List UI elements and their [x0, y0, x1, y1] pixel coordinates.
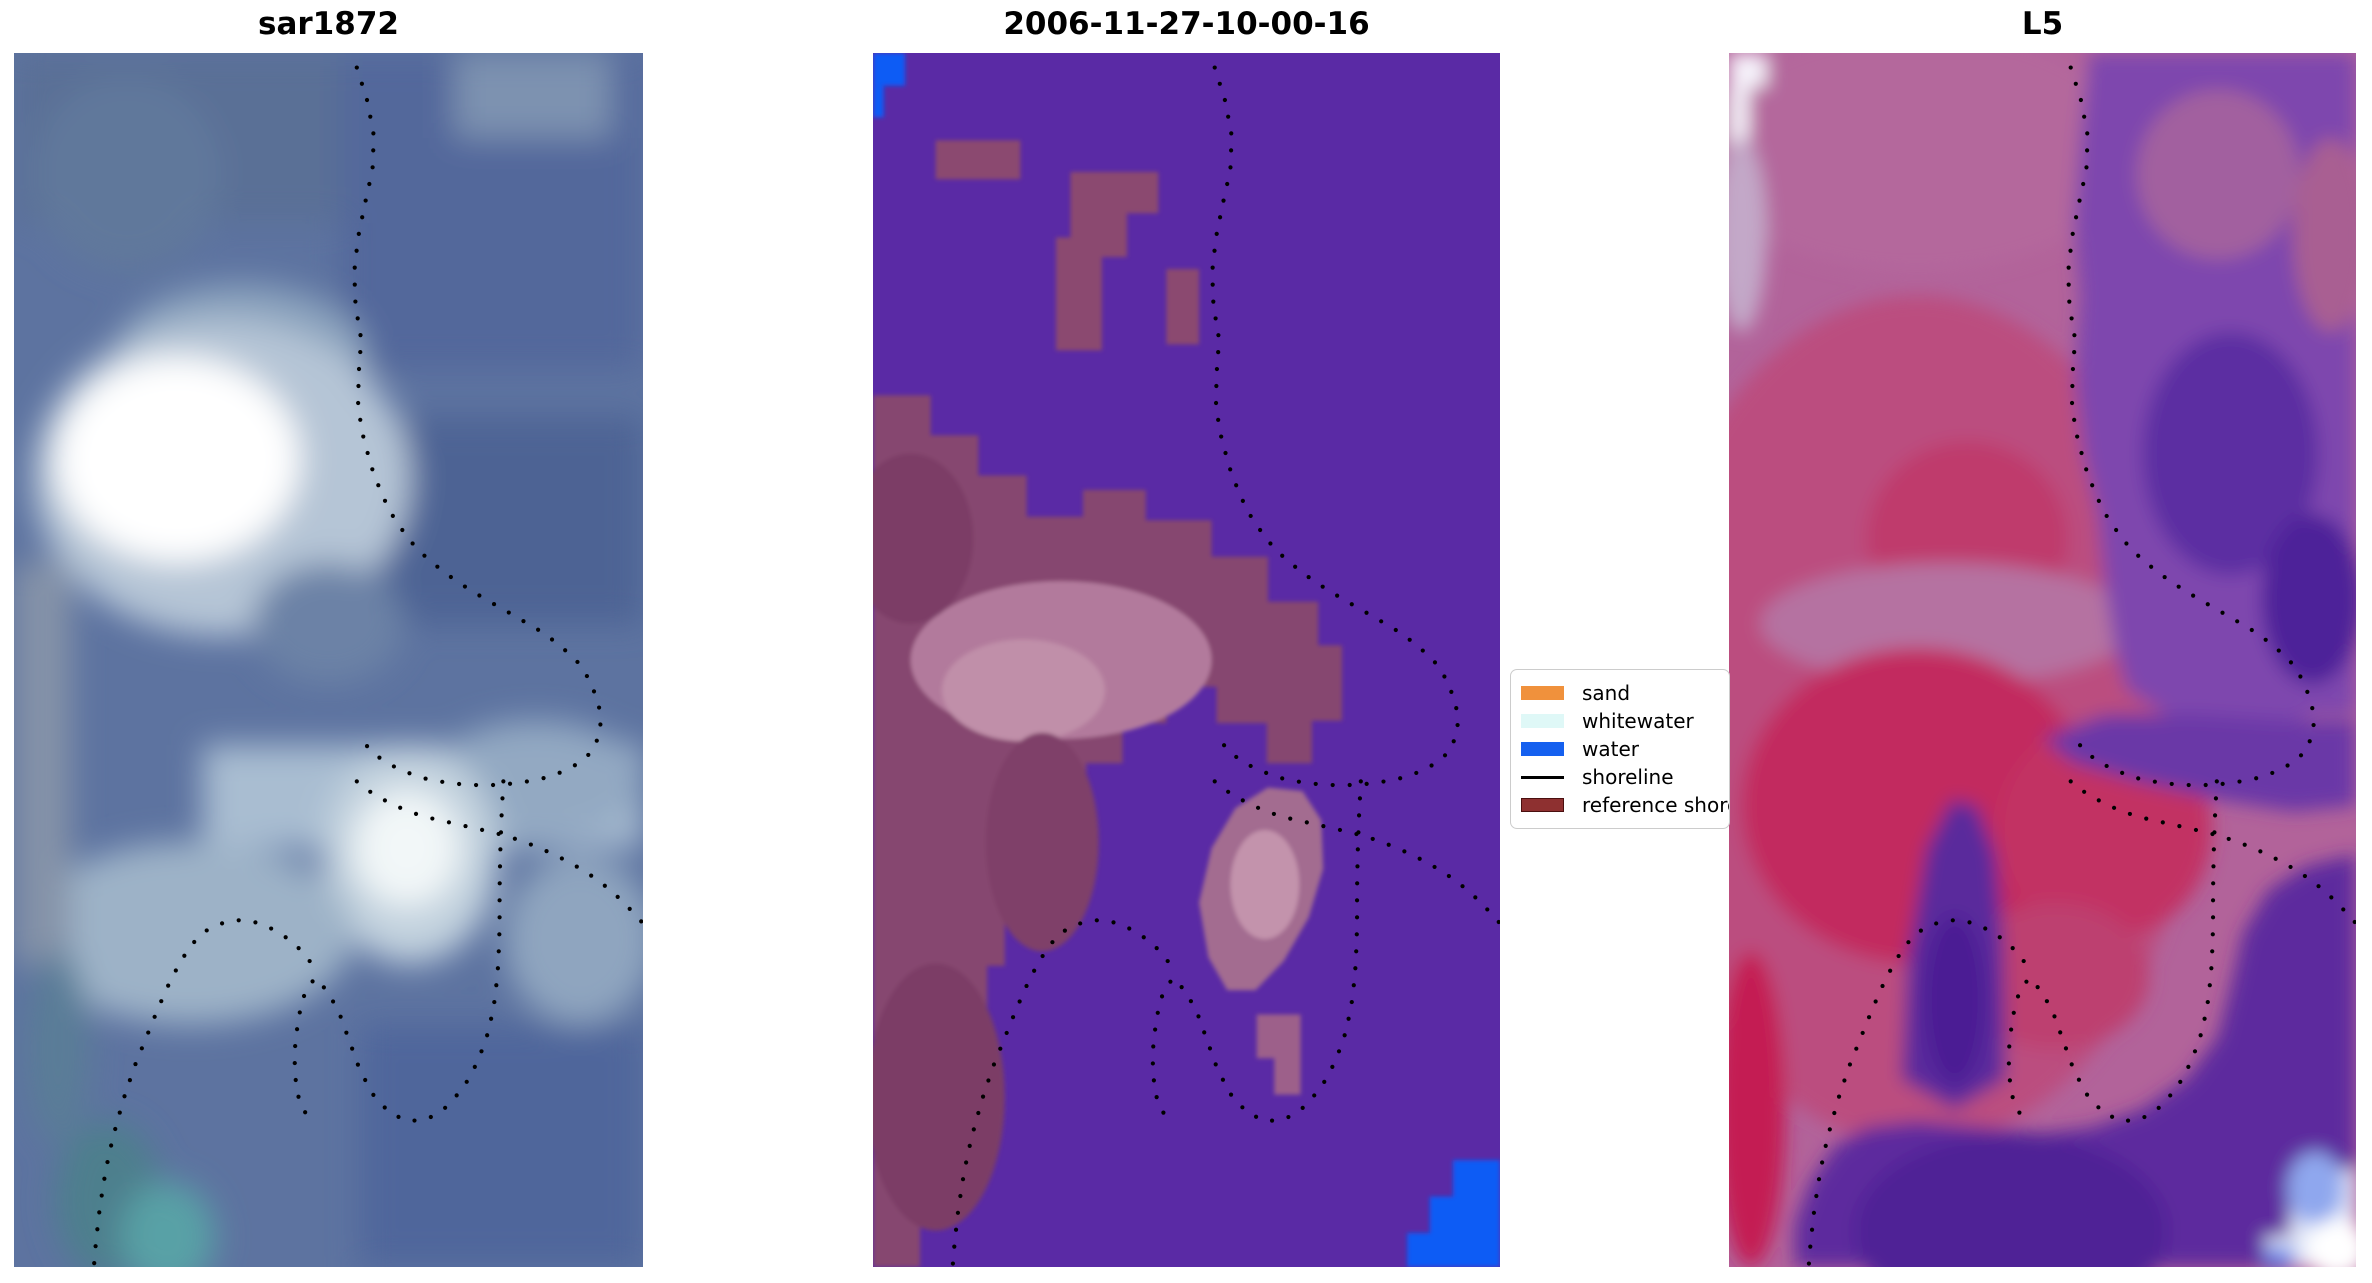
- legend-color-swatch: [1521, 714, 1564, 728]
- panel-title-sar1872: sar1872: [258, 6, 399, 42]
- legend-label: water: [1582, 737, 1639, 761]
- panel-image-sar1872: [14, 53, 643, 1267]
- shoreline-dots: [1806, 65, 2356, 1266]
- legend-color-swatch: [1521, 798, 1564, 812]
- legend-label: shoreline: [1582, 765, 1674, 789]
- legend-box: sand whitewater water shoreline reference sh…: [1510, 669, 1730, 829]
- panel-blobs: [873, 53, 1500, 1267]
- legend-item-shoreline: shoreline: [1521, 763, 1674, 791]
- panel-title-l5: L5: [2021, 6, 2064, 42]
- legend-label: reference shoreline: [1582, 793, 1729, 817]
- panel-image-l5: [1729, 53, 2356, 1267]
- legend-label: whitewater: [1582, 709, 1694, 733]
- shoreline-dots: [950, 65, 1500, 1266]
- legend-item-water: water: [1521, 735, 1639, 763]
- panel-title-date: 2006-11-27-10-00-16: [1003, 6, 1370, 42]
- legend-item-whitewater: whitewater: [1521, 707, 1694, 735]
- legend-label: sand: [1582, 681, 1631, 705]
- legend-color-swatch: [1521, 686, 1564, 700]
- legend-item-sand: sand: [1521, 679, 1630, 707]
- panel-blobs: [1729, 53, 2356, 1267]
- legend-item-reference-shoreline: reference shoreline: [1521, 791, 1729, 819]
- legend-color-swatch: [1521, 742, 1564, 756]
- panel-image-classified: [873, 53, 1500, 1267]
- shoreline-dots: [92, 65, 643, 1266]
- panel-blobs: [14, 53, 643, 1267]
- legend-line-swatch: [1521, 775, 1564, 779]
